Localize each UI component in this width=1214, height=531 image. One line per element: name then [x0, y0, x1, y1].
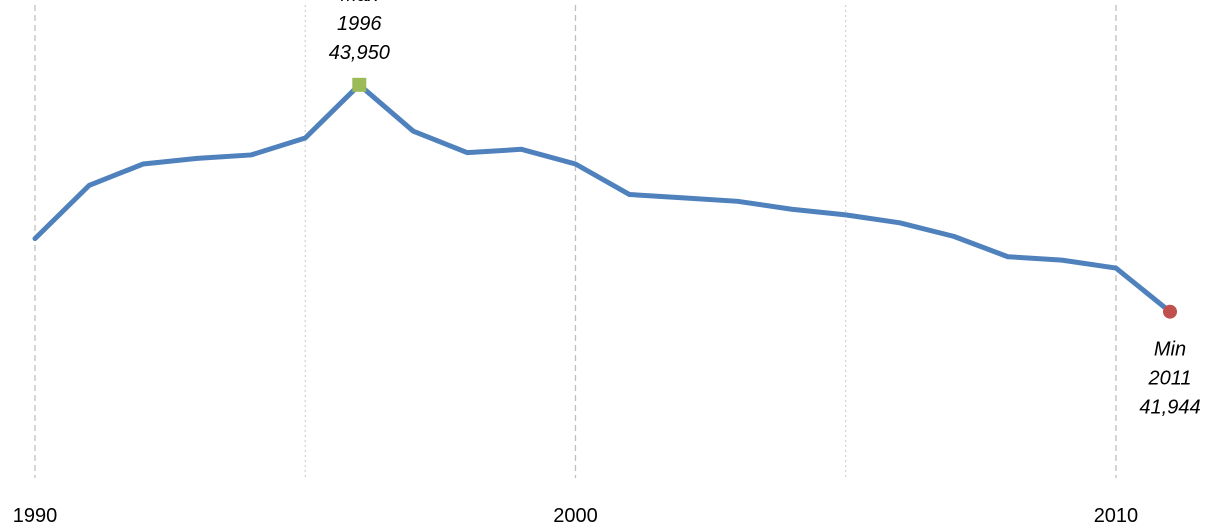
min-point-marker [1163, 304, 1177, 319]
min-annotation-label: Min [1154, 339, 1186, 361]
labels: 1990 2000 2010 Max 1996 43,950 Min 2011 41,944 [13, 0, 1201, 527]
markers [352, 77, 1177, 319]
series-line-0 [32, 82, 1173, 315]
x-tick-label-2010: 2010 [1094, 505, 1139, 527]
gridlines [34, 5, 1117, 478]
x-tick-label-2000: 2000 [553, 505, 598, 527]
max-annotation-value: 43,950 [329, 42, 390, 64]
min-annotation-year: 2011 [1147, 368, 1191, 390]
series-lines [32, 82, 1173, 315]
max-annotation-label: Max [340, 0, 379, 6]
max-annotation-year: 1996 [337, 13, 382, 35]
max-point-marker [352, 77, 367, 92]
x-tick-label-1990: 1990 [13, 505, 58, 527]
min-annotation-value: 41,944 [1139, 397, 1200, 419]
